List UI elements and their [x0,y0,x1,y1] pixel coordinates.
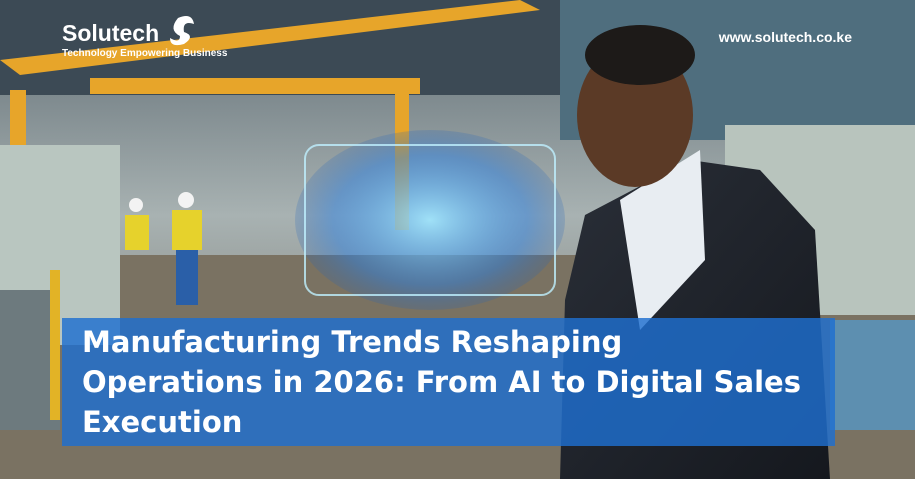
worker [129,198,143,212]
logo-icon [170,16,194,46]
headline-line: Manufacturing Trends Reshaping [82,325,622,359]
logo-text: Solutech [62,20,159,46]
tagline: Technology Empowering Business [62,48,228,59]
machine [830,320,915,430]
website: www.solutech.co.ke [718,29,853,45]
hologram [295,130,565,310]
worker [176,250,198,305]
headline-line: Execution [82,405,242,439]
beam [90,78,420,94]
worker [178,192,194,208]
headline-line: Operations in 2026: From AI to Digital S… [82,365,801,399]
headline-box [62,318,835,446]
rail [50,270,60,420]
worker [125,215,149,250]
worker [172,210,202,250]
person-hair [585,25,695,85]
beam [0,0,540,75]
hologram-panel [304,144,556,296]
person-shirt [620,150,705,330]
